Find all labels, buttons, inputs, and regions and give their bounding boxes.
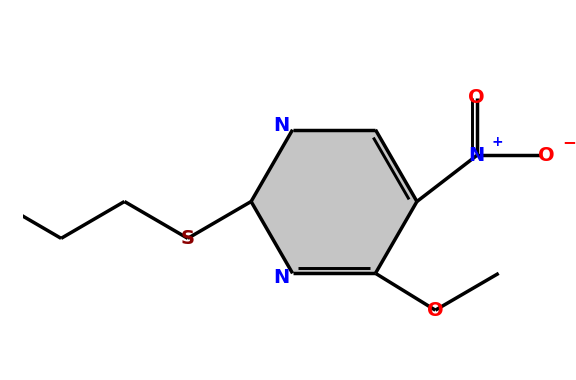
Text: +: + [492,135,503,149]
Polygon shape [251,130,417,273]
Text: O: O [427,301,444,320]
Text: N: N [273,268,289,287]
Text: S: S [181,229,195,248]
Text: −: − [562,133,576,150]
Text: N: N [273,116,289,135]
Text: O: O [468,89,485,108]
Text: N: N [469,146,485,165]
Text: O: O [537,146,554,165]
